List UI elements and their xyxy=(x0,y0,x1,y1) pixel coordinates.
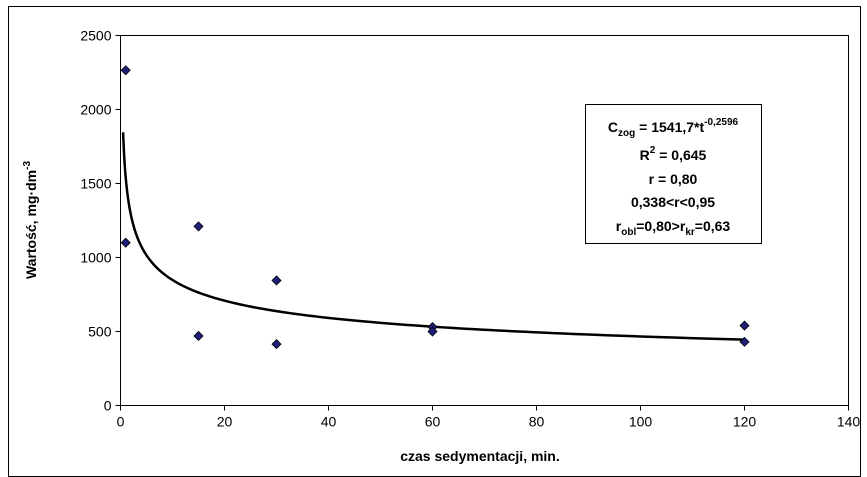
fit-curve xyxy=(121,132,745,341)
r2-rest: = 0,645 xyxy=(655,147,706,163)
eq-c-sub: zog xyxy=(618,128,635,139)
r2-exp: 2 xyxy=(650,145,656,156)
r2-main: R xyxy=(640,147,650,163)
y-tick-label: 2000 xyxy=(80,102,111,118)
x-tick-label: 80 xyxy=(529,414,545,430)
data-point xyxy=(739,320,750,331)
r-value: r = 0,80 xyxy=(649,171,698,187)
y-tick-label: 1000 xyxy=(80,250,111,266)
y-axis-title-exp: -3 xyxy=(22,161,33,170)
y-axis-title-dot: · xyxy=(23,191,39,196)
data-point xyxy=(271,339,282,350)
x-tick-label: 0 xyxy=(117,414,125,430)
fit-equation: Czog = 1541,7*t-0,2596 xyxy=(608,117,739,139)
x-ticks: 0 20 40 60 80 100 120 140 xyxy=(117,405,861,430)
rc-end: =0,63 xyxy=(695,218,731,234)
data-point xyxy=(271,275,282,286)
y-axis-title-unit: dm xyxy=(23,170,39,191)
y-tick-label: 0 xyxy=(104,398,112,414)
data-points xyxy=(120,65,750,350)
rc-r1: r xyxy=(616,218,622,234)
x-tick-label: 60 xyxy=(425,414,441,430)
r-squared: R2 = 0,645 xyxy=(640,145,707,163)
x-tick-label: 140 xyxy=(837,414,861,430)
y-axis-title: Wartość, mg·dm-3 xyxy=(22,161,39,280)
data-point xyxy=(739,336,750,347)
data-point xyxy=(120,65,131,76)
y-axis-title-main: Wartość, mg xyxy=(23,196,39,280)
data-point xyxy=(193,330,204,342)
data-point xyxy=(427,326,438,337)
eq-mid: = 1541,7*t xyxy=(635,119,704,135)
annotation-box xyxy=(585,104,762,244)
r-comparison: robl=0,80>rkr=0,63 xyxy=(616,218,731,238)
data-point xyxy=(193,221,204,232)
rc-mid: =0,80>r xyxy=(636,218,686,234)
y-ticks: 0 500 1000 1500 2000 2500 xyxy=(80,28,121,414)
data-point xyxy=(120,237,131,248)
equation-annotation: Czog = 1541,7*t-0,2596 R2 = 0,645 r = 0,… xyxy=(585,104,762,244)
y-tick-label: 500 xyxy=(88,324,112,340)
eq-exp: -0,2596 xyxy=(704,117,738,128)
x-tick-label: 40 xyxy=(321,414,337,430)
y-tick-label: 1500 xyxy=(80,176,111,192)
x-axis-title: czas sedymentacji, min. xyxy=(400,448,560,464)
eq-c: C xyxy=(608,119,618,135)
r-range: 0,338<r<0,95 xyxy=(631,194,715,210)
fit-curve-group xyxy=(121,132,745,341)
x-tick-label: 20 xyxy=(217,414,233,430)
x-tick-label: 100 xyxy=(629,414,653,430)
x-tick-label: 120 xyxy=(733,414,757,430)
rc-sub1: obl xyxy=(621,227,636,238)
y-tick-label: 2500 xyxy=(80,28,111,44)
rc-sub2: kr xyxy=(685,227,695,238)
